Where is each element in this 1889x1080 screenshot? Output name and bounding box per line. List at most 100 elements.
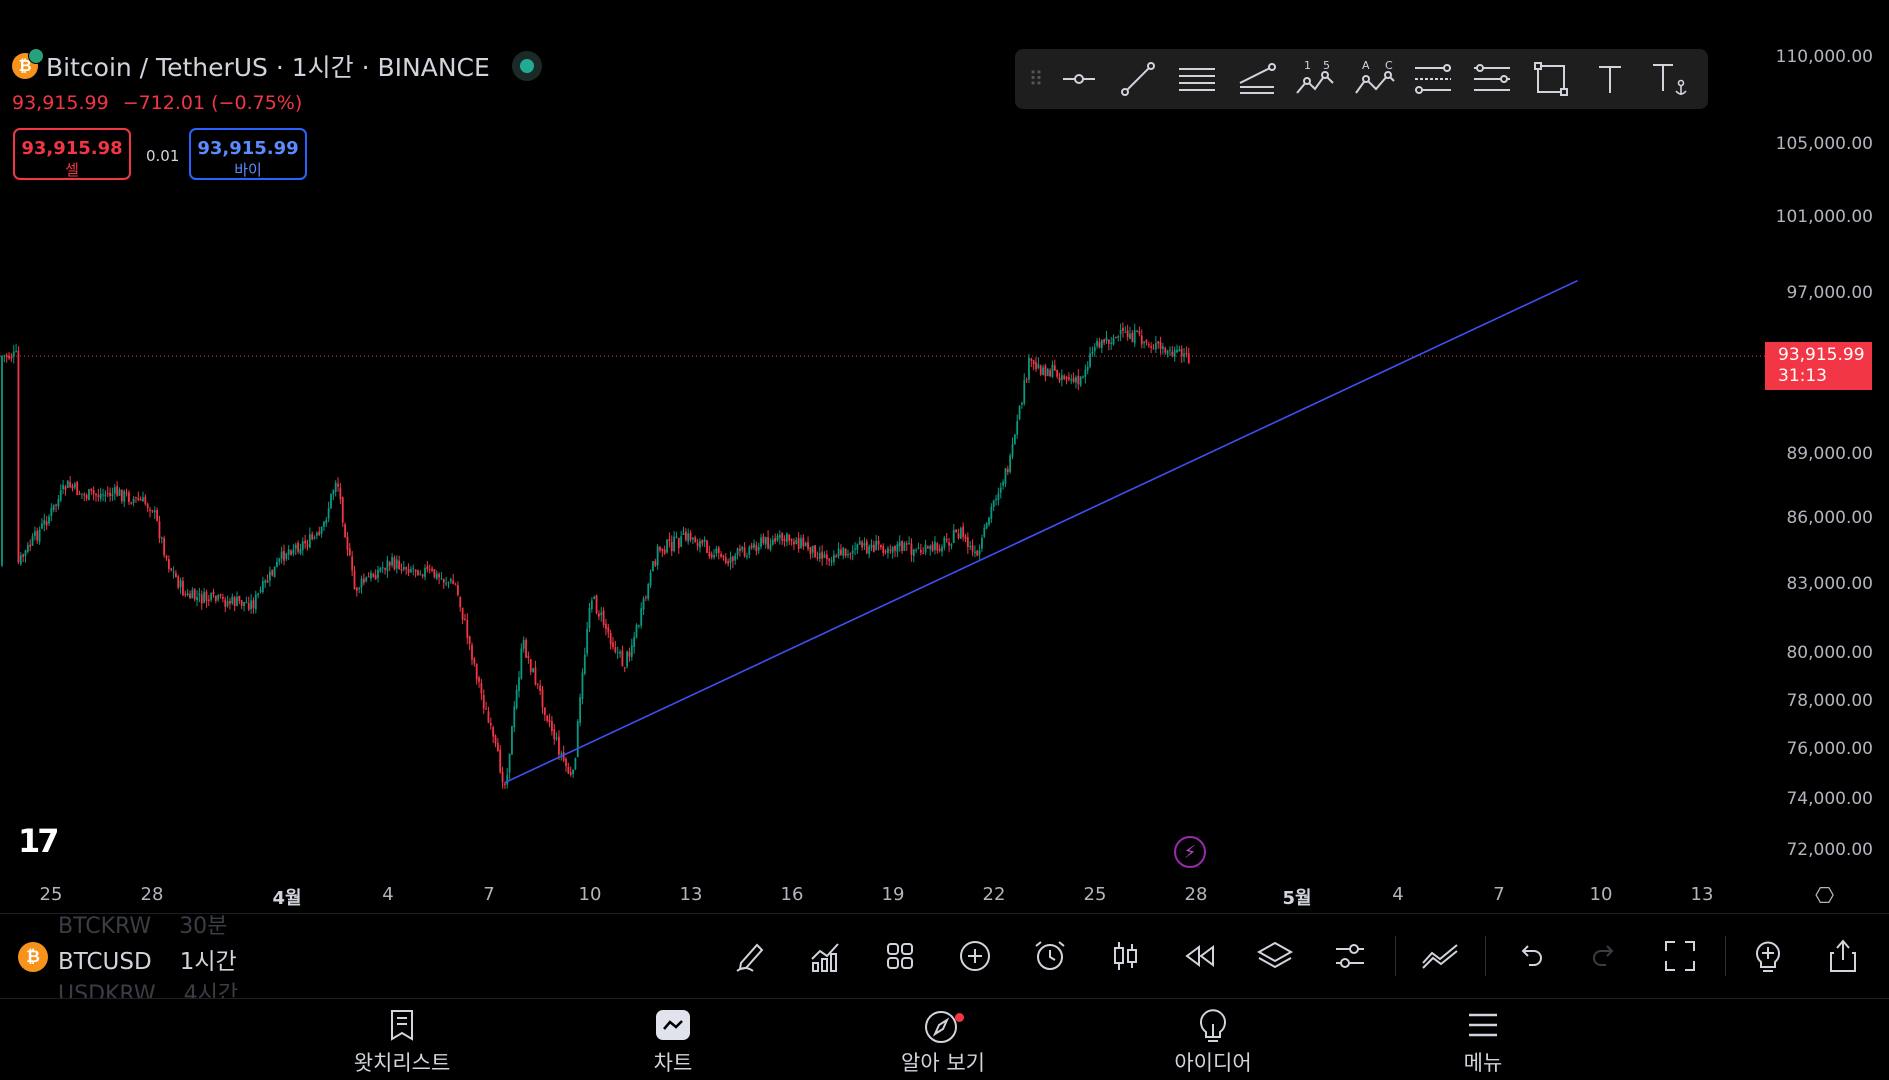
price-chart[interactable]: [0, 0, 1889, 880]
fib-extension-tool[interactable]: [1462, 49, 1521, 109]
candle-body: [532, 668, 534, 673]
replay-button[interactable]: [1170, 914, 1230, 998]
symbol-header[interactable]: ₿ Bitcoin / TetherUS · 1시간 · BINANCE: [12, 48, 542, 84]
candle-body: [988, 517, 990, 525]
lightning-icon[interactable]: ⚡: [1174, 836, 1206, 868]
parallel-channel-icon: [1178, 68, 1215, 91]
candle-body: [1018, 406, 1021, 420]
candle-body: [997, 493, 1000, 501]
parallel-channel-tool[interactable]: [1167, 49, 1226, 109]
candle-body: [414, 569, 417, 572]
candle-body: [287, 549, 290, 555]
candle-body: [1110, 342, 1113, 345]
candle-body: [797, 537, 800, 549]
candle-body: [360, 578, 363, 588]
layers-icon: [1256, 941, 1294, 969]
candle-body: [391, 557, 393, 566]
buy-button[interactable]: 93,915.99 바이: [189, 128, 307, 180]
trend-line-icon: [1120, 62, 1155, 96]
chart-type-button[interactable]: [1095, 914, 1155, 998]
candle-body: [882, 546, 885, 554]
undo-button[interactable]: [1500, 914, 1560, 998]
add-button[interactable]: [945, 914, 1005, 998]
candle-body: [374, 575, 377, 580]
ticker-interval: 30분: [179, 914, 228, 939]
candle-body: [186, 593, 189, 596]
fib-retracement-tool[interactable]: [1403, 49, 1462, 109]
candle-body: [459, 596, 462, 608]
candle-body: [753, 543, 755, 548]
candle-body: [471, 644, 473, 660]
candle-body: [1058, 377, 1061, 381]
symbol-picker[interactable]: ₿ BTCKRW 30분 BTCUSD 1시간 USDKRW 4시간: [18, 914, 278, 998]
tab-explore[interactable]: 알아 보기: [863, 1005, 1023, 1077]
divider: [1395, 936, 1396, 976]
tab-chart[interactable]: 차트: [593, 1005, 753, 1077]
price-axis-label: 76,000.00: [1786, 739, 1873, 759]
watchlist-icon: [391, 1010, 413, 1041]
candle-body: [677, 537, 680, 549]
candle-body: [687, 533, 690, 542]
ticker-prev[interactable]: BTCKRW 30분: [58, 914, 227, 940]
drag-handle-icon[interactable]: ⠿: [1028, 67, 1044, 91]
candle-body: [767, 537, 769, 549]
candle-body: [214, 595, 217, 601]
tab-menu[interactable]: 메뉴: [1403, 1005, 1563, 1077]
symbol-title[interactable]: Bitcoin / TetherUS · 1시간 · BINANCE: [46, 53, 490, 82]
objects-tree-button[interactable]: [1245, 914, 1305, 998]
pitchfork-tool[interactable]: [1226, 49, 1285, 109]
candle-body: [339, 488, 342, 500]
trend-line-tool[interactable]: [1108, 49, 1167, 109]
chart-area[interactable]: ₿ Bitcoin / TetherUS · 1시간 · BINANCE 93,…: [0, 0, 1889, 909]
publish-idea-button[interactable]: [1738, 914, 1798, 998]
candle-body: [1091, 351, 1094, 354]
candle-body: [600, 612, 603, 616]
horizontal-ray-tool[interactable]: [1049, 49, 1108, 109]
candle-body: [706, 540, 708, 553]
time-axis-label: 25: [39, 884, 63, 905]
tab-label: 왓치리스트: [353, 1051, 451, 1075]
candle-body: [807, 542, 809, 549]
candle-body: [323, 521, 325, 527]
rectangle-tool[interactable]: [1521, 49, 1580, 109]
candle-body: [558, 736, 560, 755]
tradingview-logo[interactable]: 17: [18, 822, 59, 860]
fullscreen-button[interactable]: [1650, 914, 1710, 998]
candle-body: [193, 588, 196, 600]
hamburger-icon: [1469, 1013, 1497, 1037]
trend-line[interactable]: [504, 279, 1578, 784]
layouts-button[interactable]: [870, 914, 930, 998]
candle-body: [271, 569, 274, 576]
ticker-current[interactable]: BTCUSD 1시간: [58, 942, 237, 976]
candle-body: [250, 600, 252, 610]
candle-body: [1016, 421, 1019, 435]
candle-body: [877, 540, 880, 545]
candle-body: [1154, 343, 1157, 350]
tab-watchlist[interactable]: 왓치리스트: [322, 1005, 482, 1077]
candle-body: [981, 537, 983, 549]
tab-ideas[interactable]: 아이디어: [1133, 1005, 1293, 1077]
drawing-tools-button[interactable]: [720, 914, 780, 998]
candle-body: [501, 771, 504, 783]
compare-button[interactable]: [1410, 914, 1470, 998]
anchored-text-tool[interactable]: [1639, 49, 1698, 109]
candle-body: [966, 537, 969, 547]
axis-settings-icon[interactable]: ⎔: [1815, 884, 1835, 909]
ticker-next[interactable]: USDKRW 4시간: [58, 976, 238, 998]
candle-body: [670, 541, 673, 552]
alert-button[interactable]: [1020, 914, 1080, 998]
sell-button[interactable]: 93,915.98 셀: [13, 128, 131, 180]
indicators-button[interactable]: [795, 914, 855, 998]
candle-body: [142, 497, 144, 502]
text-tool[interactable]: [1580, 49, 1639, 109]
candle-body: [468, 636, 471, 644]
candle-body: [1105, 337, 1108, 341]
candle-body: [541, 689, 544, 708]
share-button[interactable]: [1813, 914, 1873, 998]
settings-button[interactable]: [1320, 914, 1380, 998]
candle-body: [1063, 375, 1066, 379]
undo-icon: [1521, 945, 1542, 966]
candle-body: [1072, 377, 1075, 382]
